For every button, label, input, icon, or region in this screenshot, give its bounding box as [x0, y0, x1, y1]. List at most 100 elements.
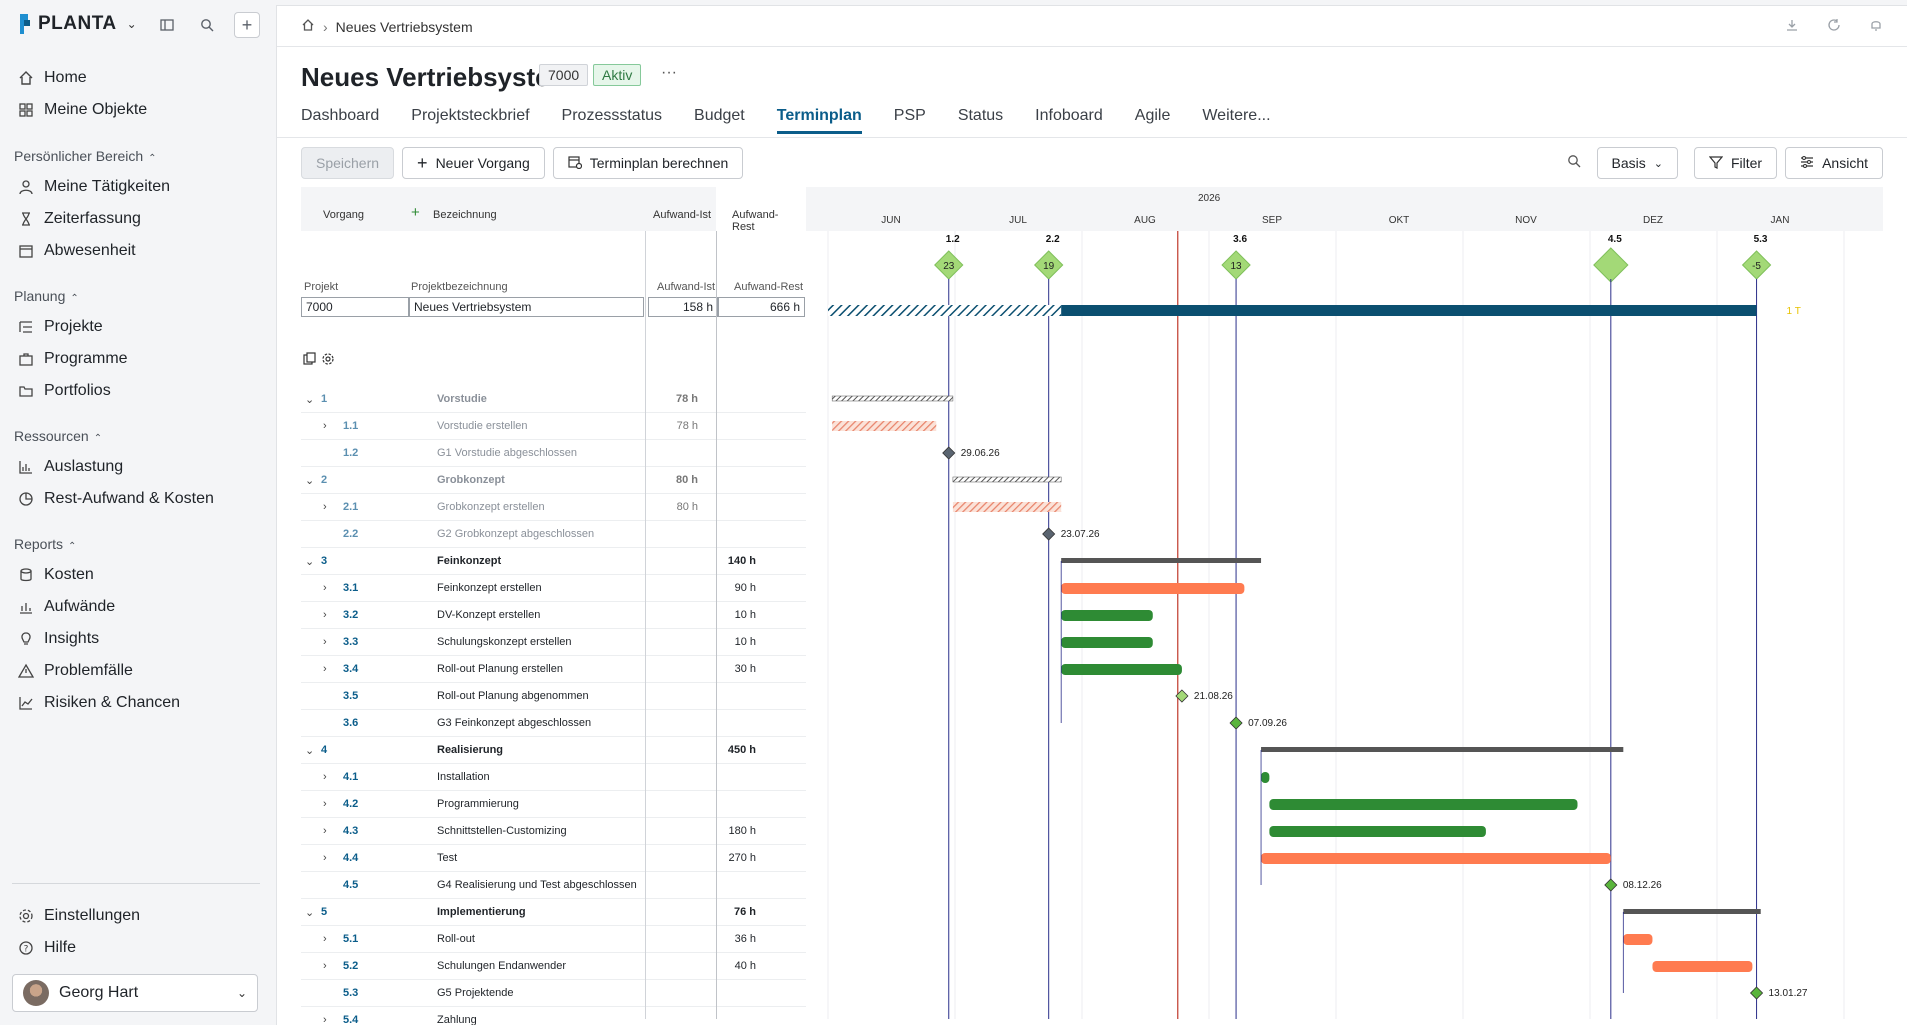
view-button[interactable]: Ansicht — [1785, 147, 1883, 179]
section-planung[interactable]: Planung ⌃ — [14, 288, 79, 304]
phase-row[interactable]: ⌄ 5 Implementierung 76 h — [301, 899, 806, 926]
task-row[interactable]: › 4.1 Installation — [301, 764, 806, 791]
search-icon[interactable] — [1567, 154, 1581, 173]
home-icon[interactable] — [301, 18, 315, 35]
tab-infoboard[interactable]: Infoboard — [1035, 107, 1103, 124]
task-row[interactable]: › 1.1 Vorstudie erstellen 78 h — [301, 413, 806, 440]
expand-icon[interactable]: › — [323, 501, 327, 513]
task-row[interactable]: › 4.2 Programmierung — [301, 791, 806, 818]
more-options-button[interactable]: ··· — [661, 64, 677, 81]
task-row[interactable]: › 5.1 Roll-out 36 h — [301, 926, 806, 953]
user-menu[interactable]: Georg Hart ⌄ — [12, 974, 258, 1012]
expand-icon[interactable]: › — [323, 960, 327, 972]
tab-projektsteckbrief[interactable]: Projektsteckbrief — [411, 107, 530, 124]
project-id-field[interactable]: 7000 — [301, 297, 409, 317]
collapse-icon[interactable]: ⌄ — [305, 475, 315, 487]
expand-icon[interactable]: › — [323, 636, 327, 648]
sidebar-item-home[interactable]: Home — [18, 67, 87, 89]
task-row[interactable]: › 2.1 Grobkonzept erstellen 80 h — [301, 494, 806, 521]
collapse-icon[interactable]: ⌄ — [305, 556, 315, 568]
sidebar-item-abwesenheit[interactable]: Abwesenheit — [18, 240, 136, 262]
collapse-icon[interactable]: ⌄ — [305, 745, 315, 757]
save-button[interactable]: Speichern — [301, 147, 395, 179]
expand-icon[interactable]: › — [323, 582, 327, 594]
section-reports[interactable]: Reports ⌃ — [14, 536, 76, 552]
task-row[interactable]: 5.3 G5 Projektende — [301, 980, 806, 1007]
sidebar-item-problemfaelle[interactable]: Problemfälle — [18, 660, 133, 682]
expand-icon[interactable]: › — [323, 852, 327, 864]
baseline-select[interactable]: Basis ⌄ — [1596, 147, 1678, 179]
sidebar-item-zeiterfassung[interactable]: Zeiterfassung — [18, 208, 141, 230]
task-row[interactable]: › 5.2 Schulungen Endanwender 40 h — [301, 953, 806, 980]
sidebar-item-einstellungen[interactable]: Einstellungen — [18, 905, 140, 927]
copy-icon[interactable] — [303, 352, 317, 369]
sidebar-item-aufwaende[interactable]: Aufwände — [18, 596, 115, 618]
sidebar-item-auslastung[interactable]: Auslastung — [18, 456, 123, 478]
brand-logo[interactable]: PLANTA ⌄ — [18, 12, 137, 36]
expand-icon[interactable]: › — [323, 1014, 327, 1025]
sidebar-item-hilfe[interactable]: ? Hilfe — [18, 937, 76, 959]
sidebar-item-projekte[interactable]: Projekte — [18, 316, 103, 338]
refresh-icon[interactable] — [1827, 18, 1841, 35]
phase-row[interactable]: ⌄ 3 Feinkonzept 140 h — [301, 548, 806, 575]
tab-terminplan[interactable]: Terminplan — [776, 107, 862, 134]
task-row[interactable]: › 3.4 Roll-out Planung erstellen 30 h — [301, 656, 806, 683]
expand-icon[interactable]: › — [323, 825, 327, 837]
tab-status[interactable]: Status — [957, 107, 1004, 124]
task-row[interactable]: › 4.4 Test 270 h — [301, 845, 806, 872]
col-vorgang[interactable]: Vorgang — [323, 209, 364, 221]
project-rest-field[interactable]: 666 h — [718, 297, 805, 317]
task-row[interactable]: 4.5 G4 Realisierung und Test abgeschlosse… — [301, 872, 806, 899]
col-bezeichnung[interactable]: Bezeichnung — [433, 209, 497, 221]
add-row-icon[interactable]: + — [411, 204, 420, 221]
task-row[interactable]: 3.5 Roll-out Planung abgenommen — [301, 683, 806, 710]
collapse-icon[interactable]: ⌄ — [305, 394, 315, 406]
task-row[interactable]: › 3.3 Schulungskonzept erstellen 10 h — [301, 629, 806, 656]
sidebar-item-programme[interactable]: Programme — [18, 348, 128, 370]
sidebar-toggle-icon[interactable] — [154, 12, 180, 38]
phase-row[interactable]: ⌄ 1 Vorstudie 78 h — [301, 386, 806, 413]
tab-prozessstatus[interactable]: Prozessstatus — [561, 107, 663, 124]
task-row[interactable]: 3.6 G3 Feinkonzept abgeschlossen — [301, 710, 806, 737]
sidebar-item-rest-aufwand[interactable]: Rest-Aufwand & Kosten — [18, 488, 214, 510]
tab-budget[interactable]: Budget — [694, 107, 745, 124]
sidebar-item-kosten[interactable]: Kosten — [18, 564, 94, 586]
gear-icon[interactable] — [321, 352, 335, 369]
project-ist-field[interactable]: 158 h — [648, 297, 718, 317]
col-aufwand-rest[interactable]: Aufwand-Rest — [732, 209, 779, 233]
filter-button[interactable]: Filter — [1693, 147, 1778, 179]
expand-icon[interactable]: › — [323, 609, 327, 621]
tab-psp[interactable]: PSP — [893, 107, 926, 124]
bell-icon[interactable] — [1869, 18, 1883, 35]
tab-agile[interactable]: Agile — [1134, 107, 1171, 124]
calculate-schedule-button[interactable]: Terminplan berechnen — [552, 147, 744, 179]
expand-icon[interactable]: › — [323, 933, 327, 945]
new-task-button[interactable]: + Neuer Vorgang — [402, 147, 545, 179]
breadcrumb-current[interactable]: Neues Vertriebsystem — [335, 18, 473, 35]
expand-icon[interactable]: › — [323, 798, 327, 810]
search-icon[interactable] — [194, 12, 220, 38]
sidebar-item-portfolios[interactable]: Portfolios — [18, 380, 111, 402]
project-name-field[interactable]: Neues Vertriebsystem — [409, 297, 644, 317]
task-row[interactable]: › 3.2 DV-Konzept erstellen 10 h — [301, 602, 806, 629]
task-row[interactable]: › 5.4 Zahlung — [301, 1007, 806, 1025]
expand-icon[interactable]: › — [323, 420, 327, 432]
section-ressourcen[interactable]: Ressourcen ⌃ — [14, 428, 102, 444]
add-button[interactable]: + — [234, 12, 260, 38]
col-aufwand-ist[interactable]: Aufwand-Ist — [653, 209, 712, 221]
task-row[interactable]: › 3.1 Feinkonzept erstellen 90 h — [301, 575, 806, 602]
sidebar-item-meine-objekte[interactable]: Meine Objekte — [18, 99, 147, 121]
phase-row[interactable]: ⌄ 4 Realisierung 450 h — [301, 737, 806, 764]
sidebar-item-insights[interactable]: Insights — [18, 628, 99, 650]
section-persoenlich[interactable]: Persönlicher Bereich ⌃ — [14, 148, 157, 164]
tab-weitere[interactable]: Weitere... — [1202, 107, 1271, 124]
collapse-icon[interactable]: ⌄ — [305, 907, 315, 919]
tab-dashboard[interactable]: Dashboard — [301, 107, 380, 124]
expand-icon[interactable]: › — [323, 771, 327, 783]
expand-icon[interactable]: › — [323, 663, 327, 675]
phase-row[interactable]: ⌄ 2 Grobkonzept 80 h — [301, 467, 806, 494]
sidebar-item-risiken[interactable]: Risiken & Chancen — [18, 692, 180, 714]
task-row[interactable]: 2.2 G2 Grobkonzept abgeschlossen — [301, 521, 806, 548]
sidebar-item-taetigkeiten[interactable]: Meine Tätigkeiten — [18, 176, 170, 198]
download-icon[interactable] — [1785, 18, 1799, 35]
